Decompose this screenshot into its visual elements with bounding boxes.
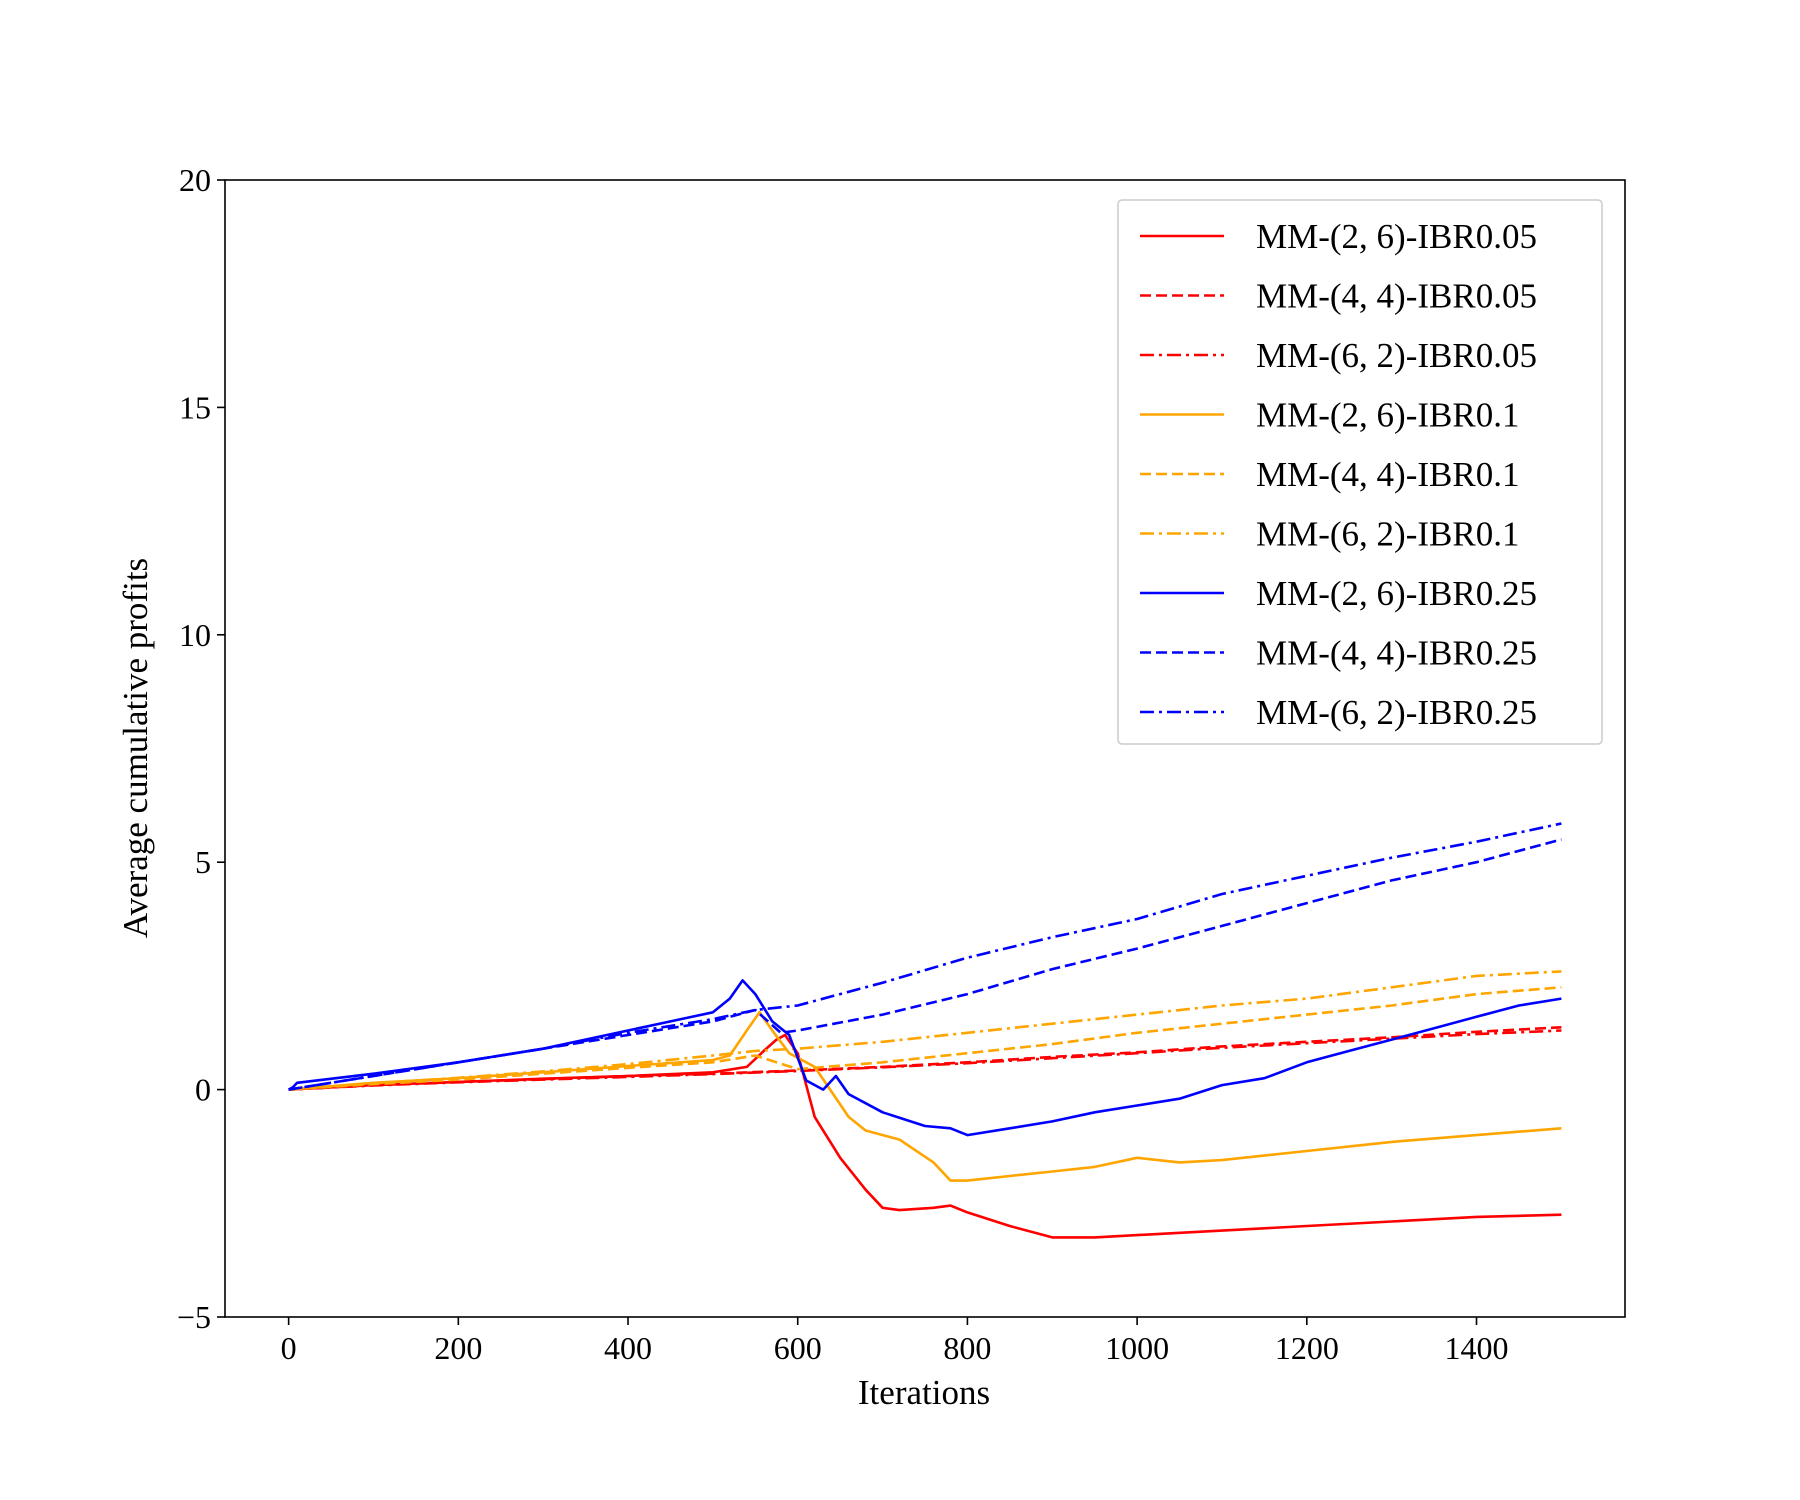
- legend-label-5: MM-(4, 4)-IBR0.1: [1256, 455, 1519, 494]
- y-tick-label: −5: [177, 1299, 211, 1335]
- legend-label-1: MM-(2, 6)-IBR0.05: [1256, 217, 1537, 256]
- x-axis: 0 200 400 600 800 1000 1200 1400: [281, 1317, 1509, 1366]
- plot-frame: [224, 179, 1626, 1318]
- y-tick-label: 5: [195, 844, 211, 880]
- y-axis-label: Average cumulative profits: [116, 558, 155, 938]
- series-line-3: [288, 1029, 1562, 1091]
- x-tick-label: 800: [943, 1330, 991, 1366]
- x-tick-label: 0: [281, 1330, 297, 1366]
- legend-label-6: MM-(6, 2)-IBR0.1: [1256, 515, 1519, 554]
- legend: MM-(2, 6)-IBR0.05 MM-(4, 4)-IBR0.05 MM-(6,…: [1117, 199, 1603, 745]
- x-tick-label: 400: [604, 1330, 652, 1366]
- y-tick-label: 0: [195, 1072, 211, 1108]
- x-tick-label: 1000: [1105, 1330, 1169, 1366]
- series-line-8: [288, 838, 1562, 1091]
- y-tick-label: 10: [179, 617, 211, 653]
- series-line-1: [288, 1033, 1562, 1239]
- legend-label-4: MM-(2, 6)-IBR0.1: [1256, 396, 1519, 435]
- x-tick-label: 1200: [1275, 1330, 1339, 1366]
- legend-label-9: MM-(6, 2)-IBR0.25: [1256, 693, 1537, 732]
- legend-label-7: MM-(2, 6)-IBR0.25: [1256, 574, 1537, 613]
- y-tick-label: 15: [179, 389, 211, 425]
- series-line-4: [288, 1010, 1562, 1182]
- series-line-7: [287, 979, 1562, 1137]
- x-tick-label: 200: [434, 1330, 482, 1366]
- y-tick-label: 20: [179, 162, 211, 198]
- x-tick-label: 600: [774, 1330, 822, 1366]
- series-line-6: [288, 970, 1562, 1091]
- legend-entries: MM-(2, 6)-IBR0.05 MM-(4, 4)-IBR0.05 MM-(6,…: [1140, 217, 1537, 732]
- legend-label-2: MM-(4, 4)-IBR0.05: [1256, 277, 1537, 316]
- plot-area: [287, 822, 1562, 1239]
- y-axis: −5 0 5 10 15 20: [177, 162, 225, 1335]
- series-line-9: [288, 822, 1562, 1091]
- legend-box: [1117, 199, 1603, 745]
- series-line-2: [288, 1026, 1562, 1091]
- legend-label-8: MM-(4, 4)-IBR0.25: [1256, 634, 1537, 673]
- x-tick-label: 1400: [1445, 1330, 1509, 1366]
- x-axis-label: Iterations: [858, 1373, 990, 1412]
- series-line-5: [288, 986, 1562, 1091]
- legend-label-3: MM-(6, 2)-IBR0.05: [1256, 336, 1537, 375]
